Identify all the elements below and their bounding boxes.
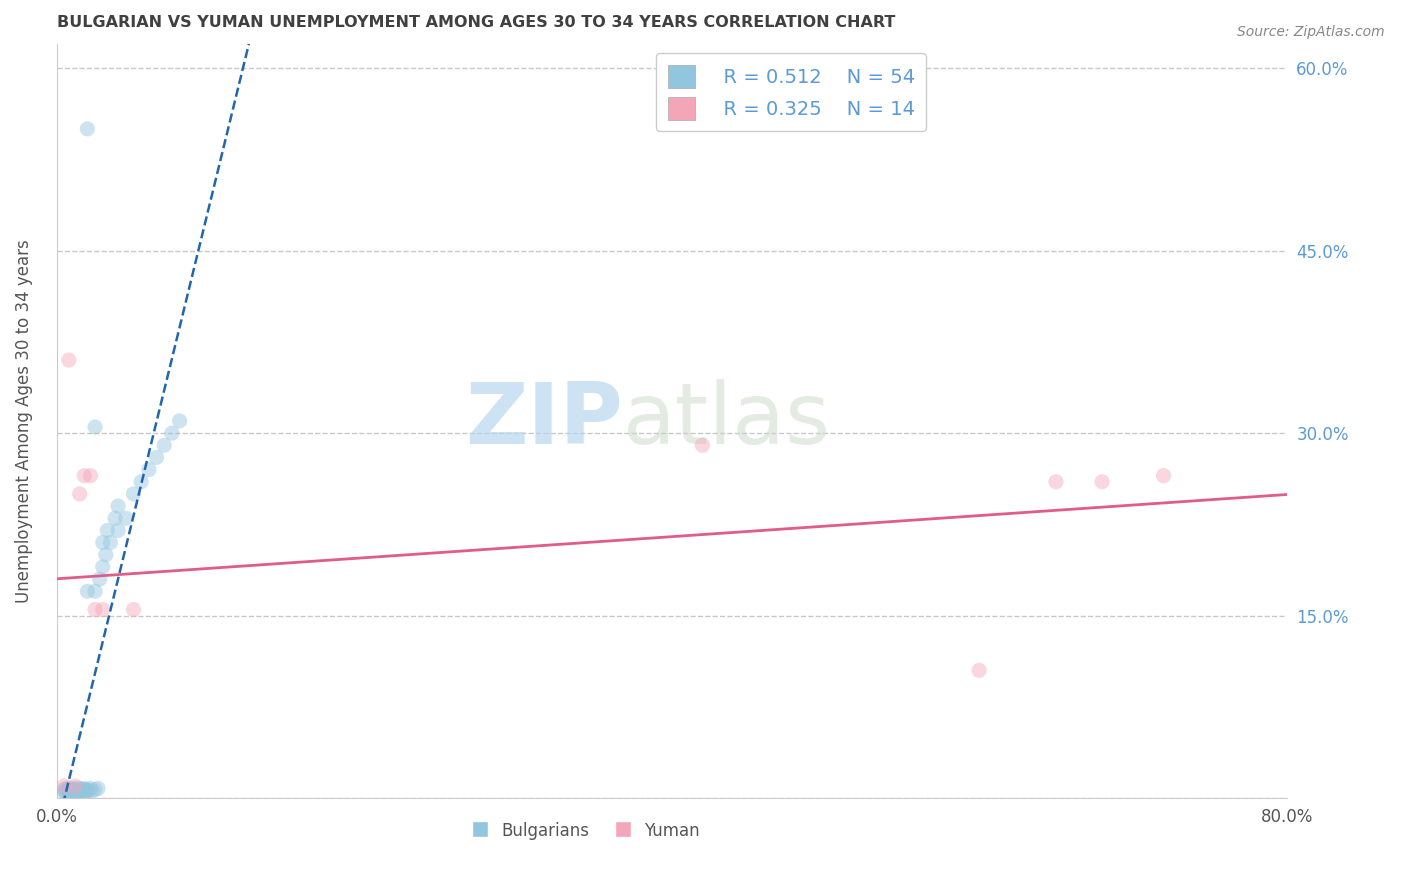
Point xyxy=(60,784,83,798)
Point xyxy=(122,487,145,501)
Point xyxy=(63,779,86,793)
Point xyxy=(69,487,91,501)
Point xyxy=(63,785,86,799)
Point xyxy=(75,784,97,798)
Point xyxy=(89,572,111,586)
Point xyxy=(76,121,98,136)
Y-axis label: Unemployment Among Ages 30 to 34 years: Unemployment Among Ages 30 to 34 years xyxy=(15,239,32,603)
Point xyxy=(87,781,110,796)
Point xyxy=(692,438,714,452)
Point xyxy=(73,781,96,796)
Point xyxy=(138,462,160,476)
Point xyxy=(55,785,77,799)
Point xyxy=(59,784,82,798)
Point xyxy=(73,468,96,483)
Point xyxy=(53,785,76,799)
Legend: Bulgarians, Yuman: Bulgarians, Yuman xyxy=(464,815,706,847)
Point xyxy=(79,781,101,796)
Point xyxy=(69,781,91,796)
Point xyxy=(63,782,86,797)
Point xyxy=(96,524,118,538)
Point xyxy=(145,450,167,465)
Point xyxy=(104,511,127,525)
Point xyxy=(91,535,114,549)
Text: ZIP: ZIP xyxy=(464,379,623,462)
Point xyxy=(76,785,98,799)
Point xyxy=(94,548,117,562)
Point xyxy=(91,602,114,616)
Point xyxy=(1153,468,1175,483)
Point xyxy=(91,560,114,574)
Text: Source: ZipAtlas.com: Source: ZipAtlas.com xyxy=(1237,25,1385,39)
Text: BULGARIAN VS YUMAN UNEMPLOYMENT AMONG AGES 30 TO 34 YEARS CORRELATION CHART: BULGARIAN VS YUMAN UNEMPLOYMENT AMONG AG… xyxy=(56,15,896,30)
Point xyxy=(70,784,93,798)
Point xyxy=(60,781,83,796)
Point xyxy=(84,584,107,599)
Point xyxy=(84,420,107,434)
Text: atlas: atlas xyxy=(623,379,831,462)
Point xyxy=(114,511,136,525)
Point xyxy=(53,782,76,797)
Point xyxy=(53,779,76,793)
Point xyxy=(1091,475,1114,489)
Point xyxy=(58,781,80,796)
Point xyxy=(56,782,79,797)
Point xyxy=(59,785,82,799)
Point xyxy=(107,499,129,513)
Point xyxy=(967,664,990,678)
Point xyxy=(60,782,83,797)
Point xyxy=(129,475,152,489)
Point xyxy=(73,785,96,799)
Point xyxy=(100,535,122,549)
Point xyxy=(76,782,98,797)
Point xyxy=(65,785,87,799)
Point xyxy=(55,781,77,796)
Point xyxy=(84,602,107,616)
Point xyxy=(65,781,87,796)
Point xyxy=(169,414,191,428)
Point xyxy=(160,426,183,441)
Point xyxy=(107,524,129,538)
Point xyxy=(79,468,101,483)
Point xyxy=(1045,475,1067,489)
Point xyxy=(60,785,83,799)
Point xyxy=(72,782,94,797)
Point xyxy=(153,438,176,452)
Point xyxy=(122,602,145,616)
Point xyxy=(76,584,98,599)
Point xyxy=(67,784,90,798)
Point xyxy=(58,785,80,799)
Point xyxy=(56,785,79,799)
Point xyxy=(84,782,107,797)
Point xyxy=(80,784,103,798)
Point xyxy=(69,782,91,797)
Point xyxy=(69,785,91,799)
Point xyxy=(58,353,80,368)
